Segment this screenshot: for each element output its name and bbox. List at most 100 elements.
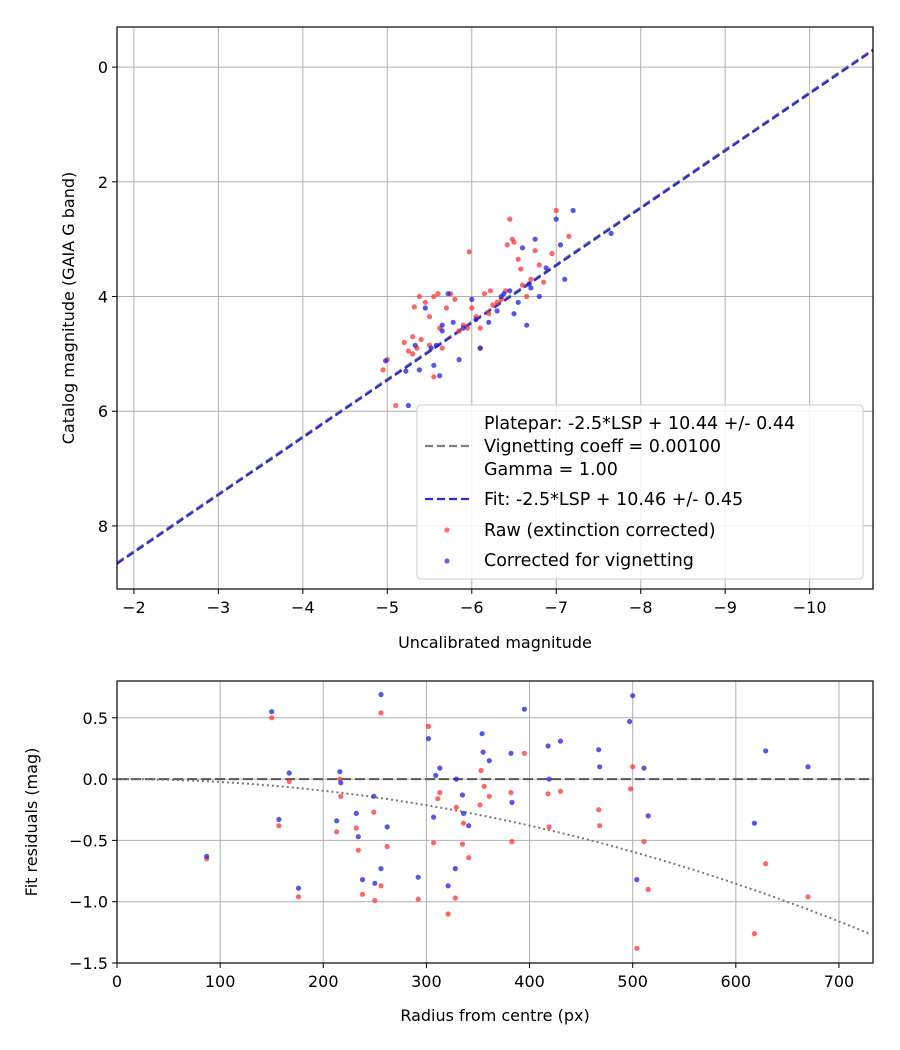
- plot2-frame: [116, 680, 874, 964]
- plot1-xtick-label: −10: [793, 598, 827, 617]
- plot2-ylabel: Fit residuals (mag): [22, 748, 41, 897]
- plot1-raw-point: [549, 250, 555, 257]
- plot2-corrected-point: [630, 693, 636, 699]
- plot2-corrected-point: [479, 731, 485, 737]
- plot1-corrected-point: [439, 322, 445, 328]
- plot1-corrected-point: [519, 245, 526, 251]
- plot2-corrected-point: [627, 718, 633, 725]
- plot1-raw-point: [469, 305, 475, 311]
- plot1-corrected-point: [422, 305, 428, 311]
- plot2-raw-point: [596, 807, 602, 813]
- plot1-raw-point: [405, 348, 411, 354]
- plot1-raw-point: [410, 334, 416, 340]
- plot1-corrected-point: [439, 328, 445, 334]
- plot2-corrected-point: [453, 776, 459, 782]
- plot1-corrected-point: [553, 216, 559, 222]
- plot1-corrected-point: [501, 291, 507, 297]
- residuals-plot: 0 100 200 300 400 500 600 700 0.5 0.0 −0.5 −1.0 −1.5…: [22, 680, 874, 1025]
- plot2-raw-point: [269, 715, 275, 721]
- legend-fit-text: Fit: -2.5*LSP + 10.46 +/- 0.45: [484, 490, 743, 510]
- plot1-raw-point: [524, 293, 530, 300]
- plot2-raw-point: [276, 823, 282, 829]
- plot2-corrected-point: [508, 750, 514, 756]
- plot2-corrected-point: [805, 764, 811, 770]
- plot2-corrected-point: [445, 883, 451, 889]
- plot1-corrected-point: [405, 402, 411, 409]
- plot2-corrected-point: [334, 818, 340, 824]
- plot2-xtick-label: 600: [721, 972, 752, 991]
- plot1-xtick-label: −3: [207, 598, 231, 617]
- plot1-corrected-point: [494, 308, 500, 314]
- plot1-raw-point: [431, 293, 437, 300]
- plot2-xlabel: Radius from centre (px): [400, 1006, 589, 1025]
- plot1-raw-point: [411, 304, 417, 310]
- plot2-corrected-point: [286, 770, 292, 776]
- plot1-corrected-point: [431, 362, 437, 368]
- plot1-raw-point: [518, 266, 524, 272]
- plot2-corrected-point: [480, 749, 486, 755]
- plot2-corrected-point: [763, 748, 769, 754]
- plot2-corrected-point: [634, 877, 640, 883]
- plot2-corrected-point: [378, 866, 384, 872]
- plot1-points: [380, 207, 614, 409]
- plot1-raw-point: [566, 233, 572, 239]
- plot1-corrected-point: [412, 342, 418, 348]
- plot1-corrected-point: [445, 291, 451, 297]
- plot2-xtick-label: 700: [824, 972, 855, 991]
- legend-raw-marker: [444, 527, 450, 533]
- plot1-raw-point: [515, 256, 521, 262]
- plot1-raw-point: [494, 299, 500, 305]
- plot2-raw-point: [453, 804, 459, 810]
- plot1-corrected-point: [433, 342, 439, 348]
- plot2-corrected-point: [431, 814, 437, 820]
- plot2-ytick-label: 0.0: [83, 770, 108, 789]
- plot2-corrected-point: [372, 880, 378, 886]
- plot1-raw-point: [507, 216, 513, 222]
- plot1-xlabel: Uncalibrated magnitude: [398, 633, 592, 652]
- plot1-raw-point: [553, 207, 559, 214]
- plot1-raw-point: [490, 302, 496, 308]
- plot2-corrected-point: [751, 820, 758, 826]
- plot2-raw-point: [334, 829, 340, 835]
- plot2-raw-point: [355, 847, 361, 853]
- plot1-corrected-point: [428, 345, 434, 351]
- plot2-raw-point: [634, 945, 640, 951]
- legend-box: [416, 404, 864, 580]
- plot1-xtick-label: −2: [122, 598, 146, 617]
- plot2-raw-point: [371, 809, 377, 815]
- legend-platepar-text: Platepar: -2.5*LSP + 10.44 +/- 0.44: [484, 414, 795, 434]
- plot2-raw-point: [425, 723, 432, 730]
- plot1-raw-point: [443, 305, 449, 311]
- plot2-corrected-point: [645, 813, 651, 819]
- plot2-raw-point: [508, 790, 514, 796]
- plot2-raw-point: [645, 886, 651, 893]
- plot2-raw-point: [286, 778, 292, 785]
- plot2-raw-point: [378, 883, 384, 889]
- plot1-raw-point: [380, 367, 386, 373]
- plot2-xtick-label: 300: [411, 972, 442, 991]
- plot2-raw-point: [628, 786, 634, 792]
- plot2-raw-point: [384, 843, 390, 850]
- plot2-raw-point: [378, 710, 384, 716]
- plot2-reference-lines: [117, 778, 873, 935]
- plot1-raw-point: [536, 262, 542, 268]
- plot2-raw-point: [481, 783, 487, 790]
- plot1-xtick-label: −5: [376, 598, 400, 617]
- plot2-corrected-point: [596, 747, 602, 753]
- plot2-raw-point: [509, 839, 515, 845]
- plot1-raw-point: [418, 336, 424, 343]
- plot2-corrected-point: [597, 764, 603, 770]
- plot2-raw-point: [751, 931, 758, 937]
- plot2-corrected-point: [359, 877, 366, 883]
- plot2-ticks: 0 100 200 300 400 500 600 700 0.5 0.0 −0.5 −1.0 −1.5: [69, 709, 854, 991]
- plot2-xtick-label: 400: [514, 972, 545, 991]
- plot1-corrected-point: [477, 345, 483, 351]
- plot1-ytick-label: 8: [98, 517, 108, 536]
- plot2-corrected-point: [337, 769, 343, 775]
- plot2-raw-point: [353, 825, 359, 831]
- plot2-corrected-point: [204, 853, 210, 859]
- plot1-raw-point: [519, 282, 526, 288]
- plot1-raw-point: [393, 402, 399, 409]
- plot2-vignetting-curve: [117, 778, 871, 935]
- plot1-raw-point: [416, 293, 422, 300]
